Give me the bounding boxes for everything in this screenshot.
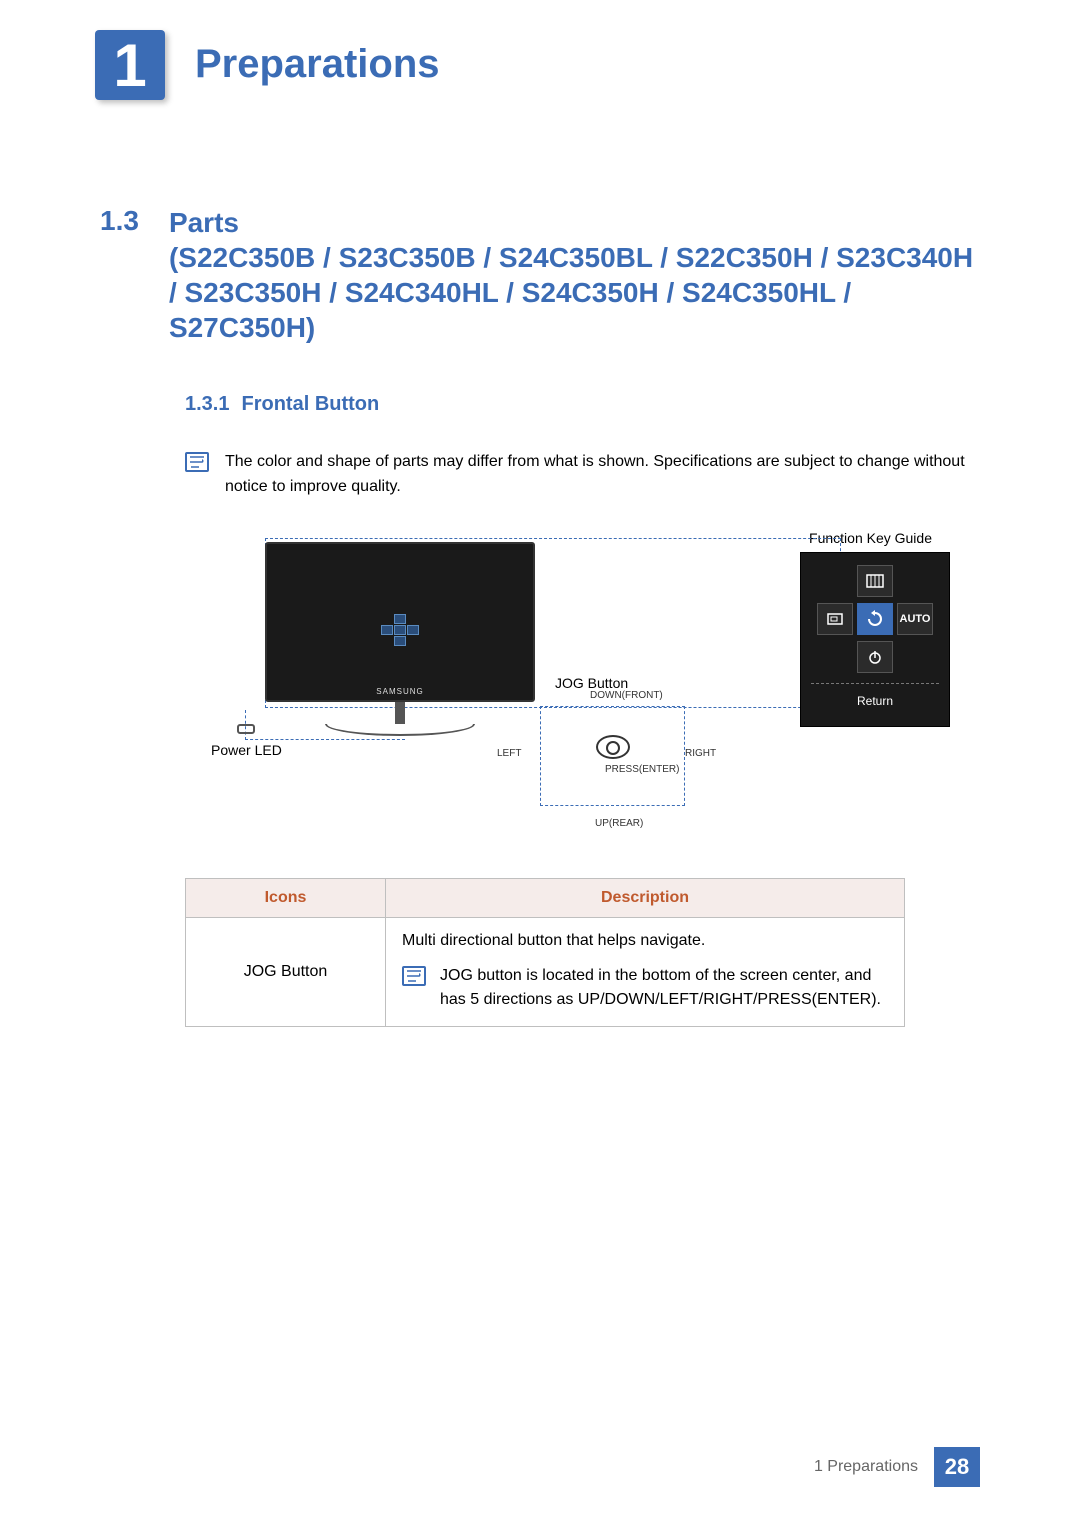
note-icon	[185, 452, 209, 472]
section-number: 1.3	[100, 205, 139, 237]
osd-panel: AUTO Return	[800, 552, 950, 727]
osd-menu-icon	[857, 565, 893, 597]
cell-description: Multi directional button that helps navi…	[386, 917, 905, 1026]
diagram: Function Key Guide AUTO	[185, 530, 980, 860]
subsection-number: 1.3.1	[185, 393, 229, 416]
dir-left-label: LEFT	[497, 748, 521, 759]
osd-source-icon	[817, 603, 853, 635]
footer-label: 1 Preparations	[814, 1458, 918, 1476]
section-title: Parts (S22C350B / S23C350B / S24C350BL /…	[169, 205, 980, 345]
jog-box	[540, 706, 685, 806]
osd-power-icon	[857, 641, 893, 673]
col-icons: Icons	[186, 878, 386, 917]
section-body: 1.3 Parts (S22C350B / S23C350B / S24C350…	[0, 205, 1080, 1027]
monitor-mini-osd	[381, 614, 419, 646]
desc-note: JOG button is located in the bottom of t…	[440, 964, 888, 1012]
col-description: Description	[386, 878, 905, 917]
table-header-row: Icons Description	[186, 878, 905, 917]
joystick-icon	[596, 735, 630, 759]
page-number: 28	[934, 1447, 980, 1487]
section-title-line2: (S22C350B / S23C350B / S24C350BL / S22C3…	[169, 242, 973, 343]
monitor-illustration: SAMSUNG	[265, 542, 535, 736]
dir-press-label: PRESS(ENTER)	[605, 764, 679, 775]
osd-return-label: Return	[811, 683, 939, 708]
section-heading: 1.3 Parts (S22C350B / S23C350B / S24C350…	[100, 205, 980, 345]
section-title-line1: Parts	[169, 207, 239, 238]
power-led-symbol	[237, 724, 255, 734]
osd-back-icon	[857, 603, 893, 635]
monitor-logo: SAMSUNG	[376, 687, 423, 696]
description-table: Icons Description JOG Button Multi direc…	[185, 878, 905, 1027]
subsection-heading: 1.3.1 Frontal Button	[185, 393, 980, 416]
dir-up-label: UP(REAR)	[595, 818, 643, 829]
cell-icon-label: JOG Button	[186, 917, 386, 1026]
power-led-label: Power LED	[211, 742, 282, 758]
dir-down-label: DOWN(FRONT)	[590, 690, 663, 701]
jog-button-label: JOG Button	[555, 675, 628, 691]
subsection-title: Frontal Button	[241, 393, 379, 416]
chapter-number-badge: 1	[95, 30, 165, 100]
function-key-guide-label: Function Key Guide	[809, 530, 932, 546]
dir-right-label: RIGHT	[685, 748, 716, 759]
osd-auto-label: AUTO	[897, 603, 933, 635]
chapter-title: Preparations	[195, 42, 440, 87]
chapter-header: 1 Preparations	[0, 0, 1080, 100]
note-icon	[402, 966, 426, 986]
note: The color and shape of parts may differ …	[185, 450, 980, 500]
table-row: JOG Button Multi directional button that…	[186, 917, 905, 1026]
page-footer: 1 Preparations 28	[814, 1447, 980, 1487]
desc-main: Multi directional button that helps navi…	[402, 932, 888, 950]
note-text: The color and shape of parts may differ …	[225, 450, 980, 500]
